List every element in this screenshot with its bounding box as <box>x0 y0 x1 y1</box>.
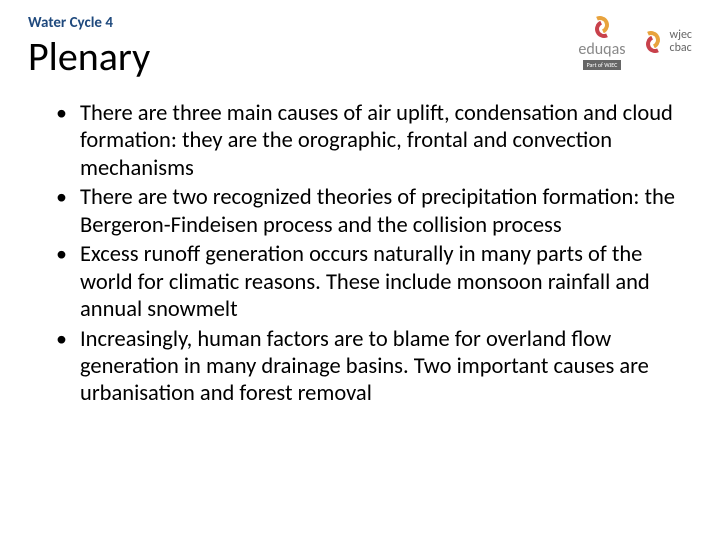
bullet-list: There are three main causes of air uplif… <box>50 100 688 408</box>
list-item: Increasingly, human factors are to blame… <box>50 326 688 408</box>
list-item: There are three main causes of air uplif… <box>50 100 688 182</box>
eduqas-swoosh-icon <box>589 14 615 40</box>
logo-bar: eduqas Part of WJEC wjec cbac <box>578 14 692 70</box>
page-title: Plenary <box>28 32 150 81</box>
wjec-logo: wjec cbac <box>640 29 693 55</box>
content-area: There are three main causes of air uplif… <box>50 100 688 410</box>
wjec-swoosh-icon <box>640 29 666 55</box>
list-item: Excess runoff generation occurs naturall… <box>50 241 688 323</box>
eduqas-logo: eduqas Part of WJEC <box>578 14 625 70</box>
wjec-line2: cbac <box>670 42 693 55</box>
eduqas-subtext: Part of WJEC <box>583 60 622 70</box>
list-item: There are two recognized theories of pre… <box>50 184 688 239</box>
header-label: Water Cycle 4 <box>28 14 113 32</box>
eduqas-text: eduqas <box>578 40 625 59</box>
wjec-text: wjec cbac <box>670 29 693 55</box>
